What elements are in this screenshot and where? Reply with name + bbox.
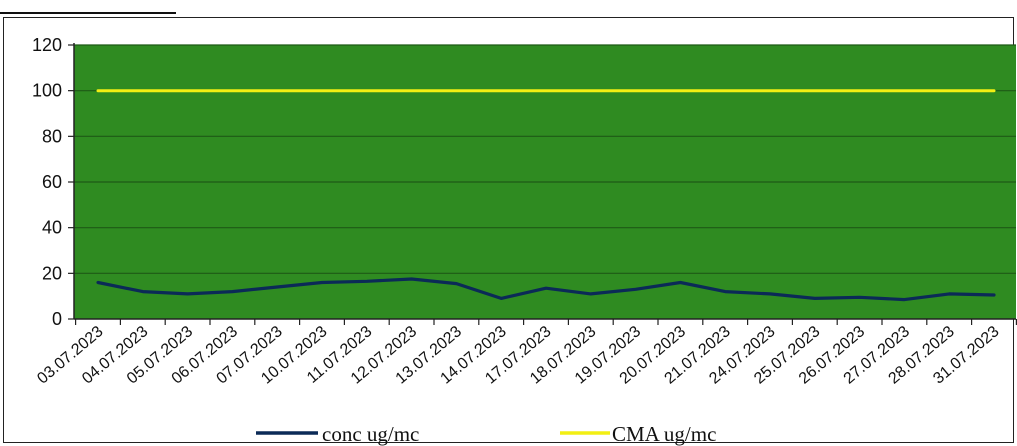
legend-label-conc: conc ug/mc (322, 422, 419, 446)
y-tick-label-40: 40 (42, 218, 62, 238)
series-lines (96, 89, 996, 302)
x-axis-ticks: 03.07.202304.07.202305.07.202306.07.2023… (34, 319, 1017, 388)
y-tick-label-120: 120 (32, 35, 62, 55)
legend-label-cma: CMA ug/mc (612, 422, 716, 446)
y-tick-label-100: 100 (32, 81, 62, 101)
y-tick-label-20: 20 (42, 263, 62, 283)
y-axis-ticks: 0 20 40 60 80 100 120 (32, 35, 74, 329)
top-border-stub (0, 0, 176, 14)
y-tick-label-60: 60 (42, 172, 62, 192)
y-tick-label-0: 0 (52, 309, 62, 329)
legend: conc ug/mc CMA ug/mc (256, 422, 716, 446)
y-tick-label-80: 80 (42, 126, 62, 146)
